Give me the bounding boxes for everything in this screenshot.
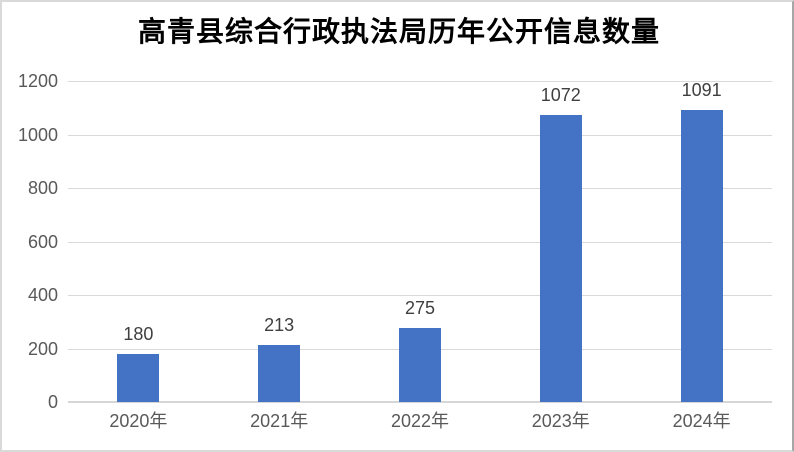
x-axis-category-label: 2022年 bbox=[390, 411, 450, 431]
y-axis-tick-label: 800 bbox=[27, 178, 58, 198]
bar bbox=[258, 345, 301, 402]
gridline bbox=[68, 188, 772, 189]
x-axis-category-label: 2023年 bbox=[531, 411, 590, 431]
x-axis-line bbox=[68, 401, 772, 403]
bar bbox=[399, 328, 441, 402]
bar bbox=[539, 115, 582, 402]
bar-value-label: 213 bbox=[264, 315, 295, 335]
gridline bbox=[68, 295, 772, 296]
gridline bbox=[68, 81, 772, 82]
y-axis-tick-label: 600 bbox=[27, 231, 58, 252]
gridline bbox=[68, 134, 772, 136]
bar-value-label: 275 bbox=[404, 298, 436, 318]
bar-value-label: 180 bbox=[123, 324, 154, 344]
x-axis-category-label: 2021年 bbox=[250, 411, 309, 431]
x-axis-category-label: 2020年 bbox=[109, 411, 168, 431]
y-axis-tick-label: 200 bbox=[27, 338, 58, 359]
x-axis-category-label: 2024年 bbox=[672, 411, 731, 431]
bar bbox=[117, 354, 160, 402]
gridline bbox=[68, 241, 772, 243]
bar bbox=[680, 110, 723, 402]
y-axis-tick-label: 1000 bbox=[17, 124, 58, 145]
y-axis-tick-label: 1200 bbox=[17, 71, 58, 91]
bar-value-label: 1091 bbox=[681, 80, 722, 100]
y-axis-tick-label: 400 bbox=[27, 285, 58, 305]
y-axis-tick-label: 0 bbox=[47, 392, 58, 412]
chart-title: 高青县综合行政执法局历年公开信息数量 bbox=[137, 15, 660, 48]
bar-value-label: 1072 bbox=[540, 85, 581, 105]
